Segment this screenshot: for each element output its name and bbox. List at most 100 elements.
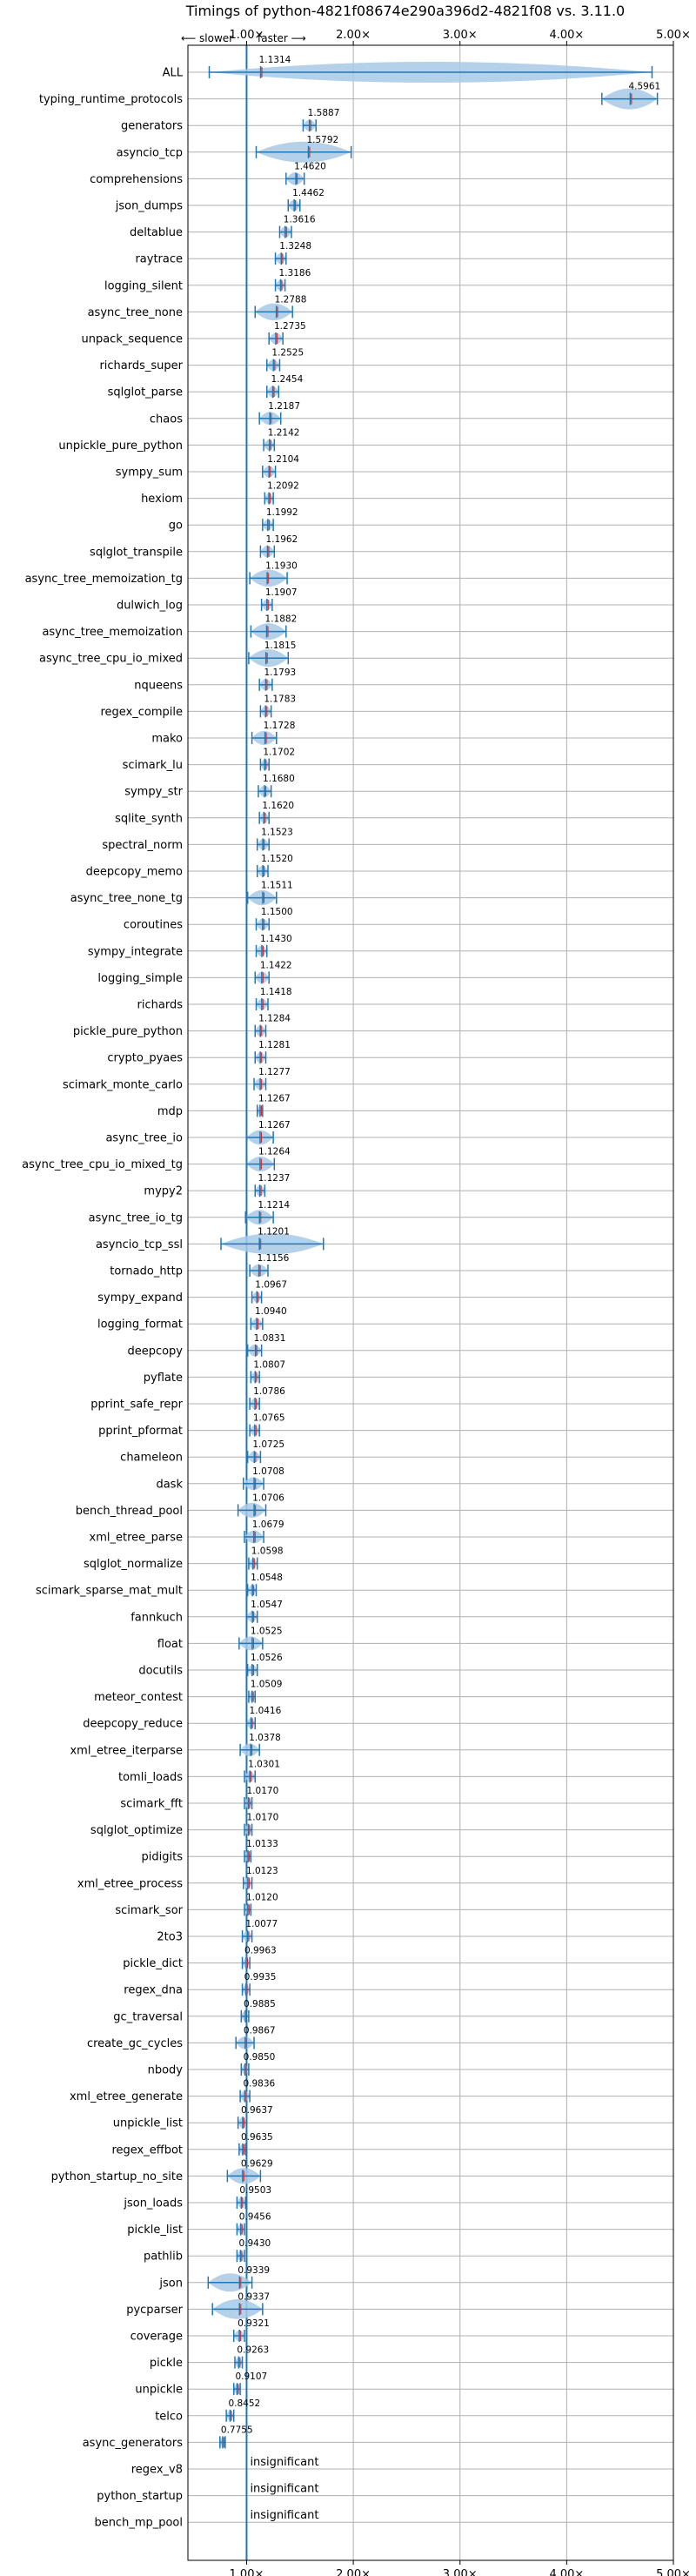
benchmark-label: python_startup_no_site (51, 2170, 183, 2184)
benchmark-label: pprint_safe_repr (90, 1399, 183, 1412)
benchmark-label: comprehensions (90, 173, 183, 186)
benchmark-label: xml_etree_process (77, 1877, 183, 1890)
value-label: 1.0708 (252, 1466, 284, 1477)
value-label: 1.1783 (264, 694, 296, 704)
benchmark-label: sympy_expand (97, 1291, 183, 1305)
benchmark-label: sympy_integrate (88, 945, 183, 958)
value-label: 1.3186 (279, 268, 311, 278)
value-label: 1.0416 (250, 1706, 282, 1716)
value-label: 0.9430 (238, 2238, 271, 2249)
value-label: 0.9885 (244, 1999, 276, 2009)
value-label: 4.5961 (628, 82, 660, 92)
value-label: 1.0301 (248, 1759, 280, 1769)
value-label: 1.1680 (263, 774, 295, 784)
benchmark-label: bench_mp_pool (94, 2517, 183, 2530)
insignificant-label: insignificant (250, 2483, 318, 2496)
value-label: 1.0725 (252, 1439, 284, 1450)
value-label: 1.3248 (279, 241, 311, 252)
value-label: 1.1156 (258, 1253, 290, 1264)
value-label: 1.1418 (260, 987, 292, 997)
benchmark-label: pathlib (144, 2251, 183, 2264)
x-tick-label-top: 4.00× (549, 29, 584, 42)
x-tick-label-bottom: 5.00× (656, 2568, 691, 2576)
benchmark-label: unpickle_list (113, 2117, 183, 2130)
benchmark-label: async_tree_cpu_io_mixed (39, 653, 183, 666)
benchmark-label: gc_traversal (113, 2010, 183, 2023)
value-label: 1.1422 (260, 960, 292, 970)
benchmark-label: pickle_dict (123, 1957, 183, 1970)
value-label: 0.9963 (244, 1946, 277, 1956)
value-label: 0.7755 (221, 2425, 253, 2435)
benchmark-label: unpickle_pure_python (58, 439, 183, 453)
value-label: 0.9629 (241, 2158, 273, 2169)
value-label: 1.1815 (264, 641, 297, 651)
benchmark-label: unpack_sequence (81, 333, 183, 346)
grid-lines (188, 45, 674, 2560)
benchmark-label: chaos (150, 413, 183, 426)
value-label: 0.9321 (238, 2318, 270, 2329)
benchmark-label: hexiom (141, 493, 183, 506)
value-label: 1.1267 (258, 1120, 291, 1130)
value-label: 1.1201 (258, 1226, 290, 1237)
value-label: 1.0547 (251, 1600, 283, 1610)
benchmark-label: deepcopy_reduce (83, 1718, 183, 1731)
benchmark-label: regex_effbot (111, 2143, 183, 2157)
x-tick-label-bottom: 1.00× (230, 2568, 264, 2576)
benchmark-label: tornado_http (110, 1265, 183, 1278)
value-label: 1.2735 (274, 321, 306, 332)
value-label: 1.2788 (275, 294, 307, 305)
benchmark-label: regex_compile (100, 706, 183, 719)
benchmark-label: json_dumps (115, 200, 183, 213)
value-label: 1.1237 (258, 1173, 291, 1184)
value-label: 1.0807 (253, 1359, 285, 1370)
plot-frame (187, 44, 674, 2561)
x-tick-label-top: 1.00× (230, 29, 264, 42)
benchmark-label: scimark_sparse_mat_mult (36, 1585, 183, 1598)
value-label: 1.1702 (263, 748, 295, 758)
benchmark-label: coverage (130, 2331, 183, 2344)
value-label: 0.8452 (228, 2398, 260, 2409)
benchmark-label: coroutines (124, 919, 183, 932)
value-label: 1.4620 (294, 161, 326, 171)
benchmark-label: sqlglot_normalize (84, 1558, 183, 1571)
value-label: 1.0598 (251, 1546, 284, 1557)
value-label: 0.9867 (244, 2025, 276, 2036)
value-label: 1.1523 (261, 827, 293, 837)
value-label: 1.3616 (284, 215, 316, 225)
benchmark-label: chameleon (120, 1452, 183, 1465)
x-tick-label-top: 5.00× (656, 29, 691, 42)
x-tick-label-top: 3.00× (443, 29, 478, 42)
benchmark-label: typing_runtime_protocols (39, 93, 183, 106)
benchmark-label: asyncio_tcp (117, 146, 183, 159)
benchmark-label: sqlglot_transpile (90, 546, 183, 559)
benchmark-label: regex_dna (124, 1984, 183, 1997)
value-label: 1.0967 (255, 1280, 287, 1291)
benchmark-label: asyncio_tcp_ssl (96, 1238, 183, 1251)
value-label: 1.0133 (246, 1839, 278, 1849)
value-label: 1.1281 (258, 1040, 291, 1050)
benchmark-label: unpickle (135, 2384, 183, 2397)
benchmark-label: scimark_lu (123, 759, 183, 772)
value-label: 1.1500 (261, 907, 293, 917)
benchmark-label: nbody (148, 2064, 184, 2077)
value-label: 1.0123 (246, 1866, 278, 1876)
benchmark-label: pprint_pformat (98, 1425, 183, 1438)
value-label: 1.5887 (308, 108, 340, 118)
benchmark-label: xml_etree_parse (90, 1532, 183, 1545)
benchmark-label: raytrace (135, 253, 183, 266)
value-label: 1.1430 (260, 934, 292, 944)
benchmark-label: scimark_fft (120, 1798, 183, 1811)
benchmark-label: xml_etree_generate (70, 2090, 183, 2103)
value-label: 1.1277 (258, 1067, 291, 1077)
value-label: 1.1728 (264, 721, 296, 731)
value-label: 0.9263 (237, 2345, 269, 2356)
benchmark-label: create_gc_cycles (87, 2037, 183, 2050)
x-tick-label-bottom: 3.00× (443, 2568, 478, 2576)
value-label: 1.1907 (265, 587, 298, 598)
value-label: 1.2454 (271, 374, 304, 385)
benchmark-label: 2to3 (157, 1931, 183, 1944)
benchmark-label: meteor_contest (94, 1691, 183, 1704)
value-label: 1.2092 (267, 481, 299, 492)
value-label: 1.0170 (247, 1813, 279, 1823)
benchmark-label: logging_simple (97, 972, 183, 985)
